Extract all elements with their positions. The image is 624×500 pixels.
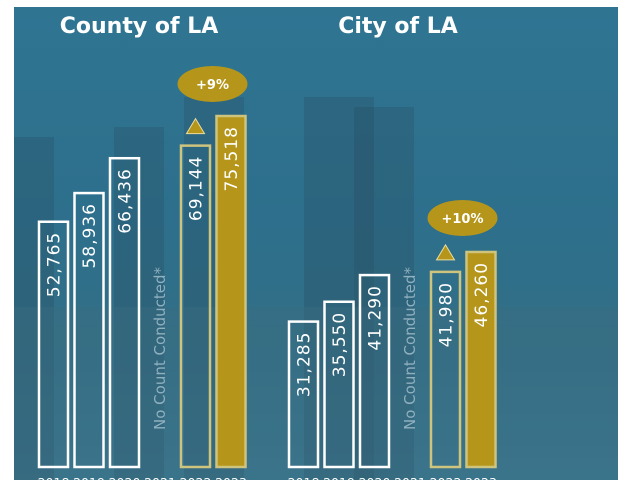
bar-2018: [287, 320, 320, 469]
no-count-note: No Count Conducted*: [151, 266, 169, 430]
bar-2018: [37, 220, 70, 469]
change-label: +10%: [441, 212, 483, 227]
no-count-note: No Count Conducted*: [401, 266, 419, 430]
year-label: 2022: [180, 475, 212, 490]
increase-triangle-icon: [435, 243, 456, 261]
bar-2019: [73, 191, 105, 469]
year-label: 2023: [215, 475, 247, 490]
bar-2019: [323, 300, 355, 469]
increase-triangle-icon: [185, 117, 206, 135]
value-label: 46,260: [472, 262, 492, 327]
value-label: 31,285: [295, 332, 315, 397]
year-label: 2023: [465, 475, 497, 490]
bar-2022: [179, 144, 212, 469]
value-label: 35,550: [330, 312, 350, 377]
value-label: 52,765: [45, 232, 65, 297]
year-label: 2020: [109, 475, 141, 490]
value-label: 66,436: [116, 168, 136, 233]
year-label: 2019: [323, 475, 355, 490]
bar-2022: [429, 270, 462, 469]
bar-2020: [358, 273, 391, 469]
change-badge: [177, 66, 248, 102]
bar-2020: [108, 156, 141, 469]
bar-2023: [465, 250, 497, 469]
year-label: 2022: [430, 475, 462, 490]
year-label: 2021: [144, 475, 176, 490]
value-label: 75,518: [222, 126, 242, 191]
chart-title: County of LA: [60, 14, 219, 39]
chart-title: City of LA: [338, 14, 458, 39]
year-label: 2019: [73, 475, 105, 490]
value-label: 58,936: [80, 203, 100, 268]
change-label: +9%: [196, 78, 229, 93]
value-label: 41,980: [437, 282, 457, 347]
value-label: 41,290: [366, 285, 386, 350]
year-label: 2020: [359, 475, 391, 490]
year-label: 2021: [394, 475, 426, 490]
change-badge: [427, 200, 498, 236]
year-label: 2018: [38, 475, 70, 490]
year-label: 2018: [288, 475, 320, 490]
bar-2023: [215, 114, 247, 469]
value-label: 69,144: [187, 156, 207, 221]
